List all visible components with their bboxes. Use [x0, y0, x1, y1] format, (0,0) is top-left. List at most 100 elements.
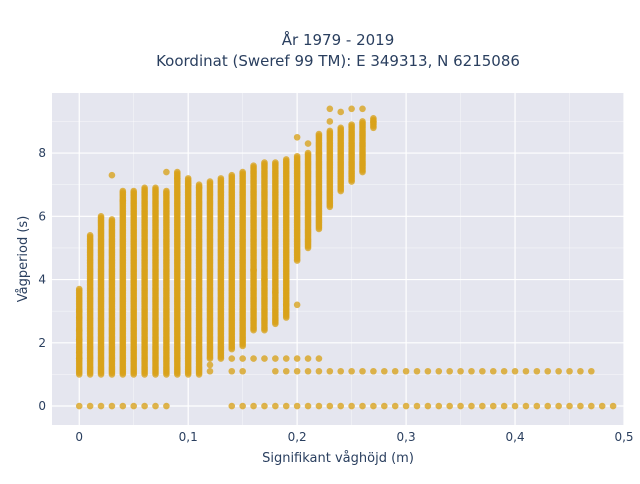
data-point: [479, 402, 486, 410]
x-tick-label: 0,2: [288, 430, 307, 444]
data-point: [337, 402, 345, 410]
data-point: [184, 175, 192, 182]
data-point: [348, 105, 355, 113]
x-axis-label: Signifikant våghöjd (m): [262, 451, 414, 466]
data-point: [588, 402, 595, 410]
data-point: [468, 402, 475, 410]
data-point: [282, 402, 290, 410]
data-point: [522, 402, 530, 410]
data-point: [282, 156, 290, 163]
data-point: [500, 402, 508, 410]
data-point: [141, 402, 148, 410]
data-point: [261, 276, 268, 283]
data-point: [381, 367, 388, 375]
data-point: [97, 402, 105, 410]
data-point: [108, 402, 116, 410]
data-point: [304, 367, 312, 375]
data-point: [402, 367, 410, 375]
data-point: [609, 402, 617, 410]
data-point: [293, 133, 301, 141]
data-point: [261, 355, 268, 362]
data-point: [326, 367, 334, 375]
data-point: [511, 367, 519, 375]
data-point: [206, 367, 214, 375]
data-point: [446, 402, 453, 410]
data-point: [152, 402, 159, 410]
data-point: [391, 367, 399, 375]
data-point: [315, 130, 323, 138]
data-point: [239, 168, 246, 176]
data-point: [206, 178, 214, 185]
data-point: [75, 326, 83, 334]
data-point: [119, 187, 127, 195]
data-point: [75, 336, 83, 343]
data-point: [75, 285, 83, 293]
data-point: [413, 402, 421, 410]
data-point: [250, 355, 257, 362]
data-point: [272, 402, 279, 410]
data-point: [370, 367, 377, 375]
data-point: [315, 355, 323, 362]
data-point: [228, 367, 236, 375]
data-point: [500, 367, 508, 375]
x-tick-labels: 0 0,1 0,2 0,3 0,4 0,5: [75, 430, 633, 444]
data-point: [75, 307, 83, 315]
data-point: [315, 149, 323, 157]
y-tick-label: 8: [38, 146, 46, 160]
data-point: [272, 159, 279, 166]
data-point: [337, 124, 345, 132]
data-point: [413, 367, 421, 375]
data-point: [272, 367, 279, 375]
chart-title-line2: Koordinat (Sweref 99 TM): E 349313, N 62…: [156, 52, 520, 70]
data-point: [250, 402, 257, 410]
data-point: [489, 402, 497, 410]
data-point: [435, 402, 443, 410]
data-point: [370, 118, 377, 125]
data-point: [544, 402, 552, 410]
data-point: [293, 152, 301, 160]
data-point: [304, 402, 312, 410]
data-point: [522, 367, 530, 375]
data-point: [163, 168, 170, 176]
data-point: [228, 402, 236, 410]
data-point: [228, 171, 236, 179]
data-point: [130, 187, 138, 195]
y-tick-labels: 0 2 4 6 8: [38, 146, 46, 413]
data-point: [577, 402, 584, 410]
x-tick-label: 0: [75, 430, 83, 444]
y-tick-label: 0: [38, 399, 46, 413]
data-point: [315, 402, 323, 410]
chart-title-line1: År 1979 - 2019: [282, 30, 395, 49]
y-tick-label: 2: [38, 336, 46, 350]
data-point: [304, 140, 312, 147]
data-point: [359, 105, 366, 113]
data-point: [86, 402, 94, 410]
data-point: [282, 301, 290, 309]
data-point: [239, 355, 246, 362]
data-point: [282, 355, 290, 362]
data-point: [108, 216, 116, 223]
data-point: [163, 187, 170, 195]
data-point: [304, 355, 312, 362]
data-point: [511, 402, 519, 410]
data-point: [533, 367, 541, 375]
data-point: [566, 367, 573, 375]
data-point: [566, 402, 573, 410]
data-point: [326, 118, 334, 125]
data-point: [293, 301, 301, 309]
data-point: [272, 355, 279, 362]
data-point: [293, 355, 301, 362]
x-tick-label: 0,5: [614, 430, 633, 444]
data-point: [555, 402, 562, 410]
data-point: [261, 159, 268, 166]
data-point: [402, 402, 410, 410]
data-point: [217, 175, 225, 182]
data-point: [326, 402, 334, 410]
data-point: [108, 171, 116, 179]
data-point: [152, 184, 159, 192]
data-point: [489, 367, 497, 375]
data-point: [239, 367, 246, 375]
data-point: [348, 121, 355, 128]
data-point: [577, 367, 584, 375]
x-tick-label: 0,1: [179, 430, 198, 444]
